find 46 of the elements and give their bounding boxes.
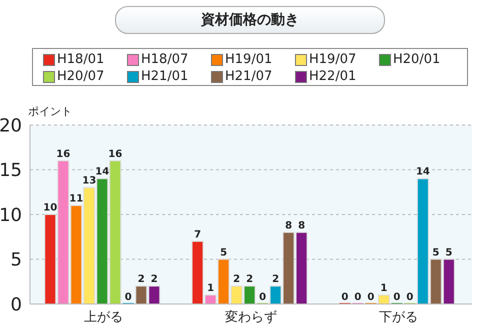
chart-title: 資材価格の動き [115,6,385,34]
data-label: 2 [272,274,280,286]
legend-label: H20/07 [57,68,104,85]
data-label: 2 [233,274,240,286]
data-label: 8 [285,220,292,232]
data-label: 16 [108,148,122,160]
legend-label: H22/01 [309,68,356,85]
data-label: 0 [406,292,414,303]
legend-label: H21/01 [141,68,188,85]
legend-label: H18/01 [57,52,104,68]
data-label: 1 [207,283,214,294]
y-tick-label: 10 [0,204,22,226]
data-label: 5 [220,247,228,258]
data-label: 0 [367,292,374,303]
data-label: 2 [246,274,254,286]
y-tick-label: 20 [0,115,22,136]
legend-label: H21/07 [225,68,272,85]
data-label: 8 [298,220,306,232]
x-tick-label: 変わらず [225,309,277,326]
data-label: 0 [354,292,362,303]
y-tick-label: 15 [0,160,22,182]
y-tick-label: 0 [10,294,22,316]
data-label: 14 [95,166,110,178]
data-label: 14 [416,166,430,178]
legend-label: H18/07 [141,52,188,68]
data-label: 10 [43,202,58,214]
y-axis-title: ポイント [28,104,72,119]
x-tick-label: 上がる [84,310,124,326]
data-label: 0 [393,292,400,303]
legend-label: H19/07 [309,52,356,68]
x-tick-label: 下がる [378,310,418,326]
data-label: 11 [69,194,84,205]
data-label: 0 [259,292,266,303]
data-label: 2 [150,274,158,286]
legend-label: H20/01 [393,52,440,68]
data-label: 0 [124,292,132,303]
data-label: 2 [138,274,145,286]
data-label: 16 [56,148,70,160]
data-label: 13 [82,176,96,187]
data-label: 1 [380,283,388,294]
data-label: 5 [445,247,452,258]
data-label: 0 [341,292,348,303]
data-label: 5 [432,247,440,258]
y-tick-label: 5 [10,250,22,271]
data-label: 7 [194,229,202,240]
legend-label: H19/01 [225,52,272,68]
